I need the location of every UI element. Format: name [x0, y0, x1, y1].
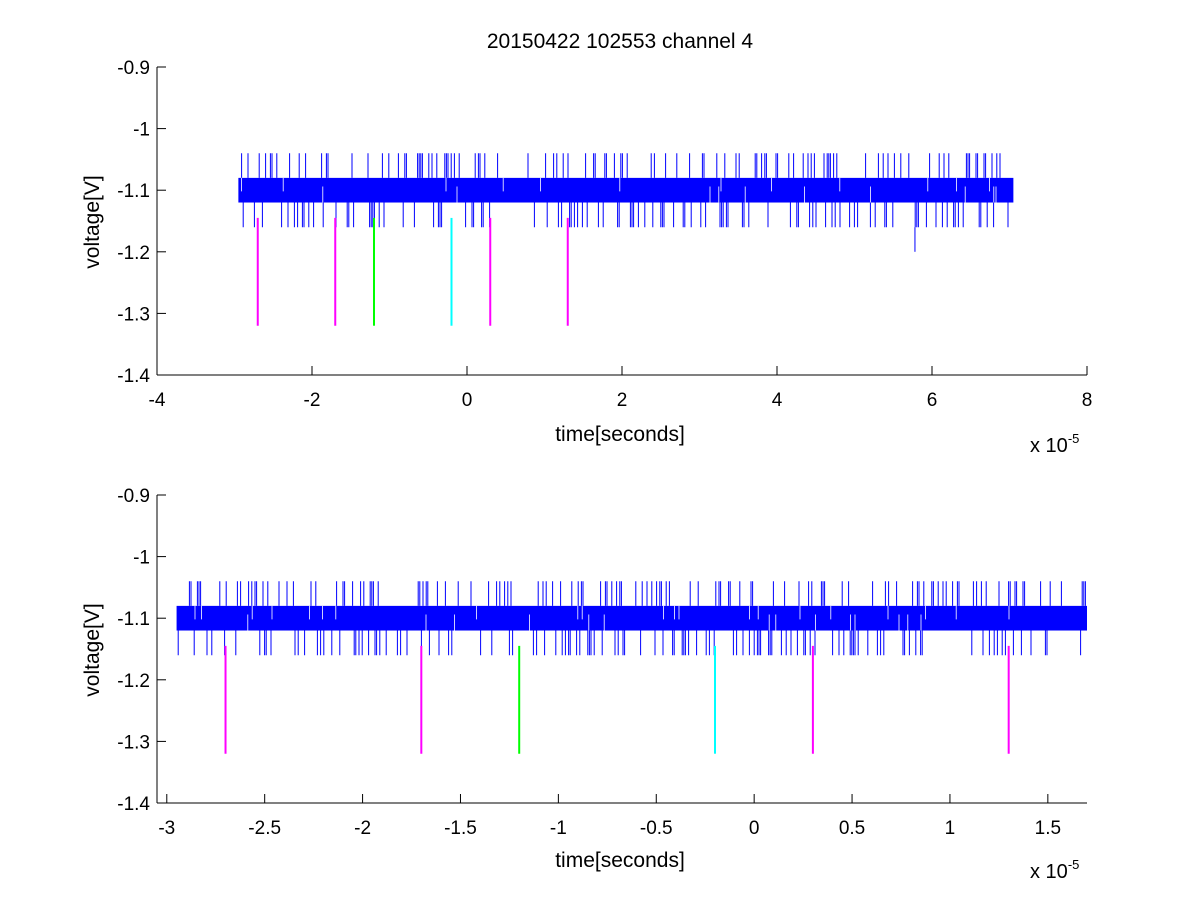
top-x-tick-label: 8 — [1082, 390, 1093, 411]
top-x-axis-label: time[seconds] — [555, 423, 685, 446]
top-x-tick-label: 0 — [462, 390, 473, 411]
bottom-y-tick-label: -1.3 — [117, 732, 150, 753]
top-axes — [156, 66, 1088, 376]
bottom-tick-labels: -1.4 -1.3 -1.2 -1.1 -1 -0.9 -3 -2.5 -2 -1.5 -1 -0.5… — [117, 486, 1061, 839]
top-y-tick-label: -0.9 — [117, 58, 150, 79]
bottom-axes — [156, 494, 1087, 804]
top-y-axis-label: voltage[V] — [81, 175, 104, 268]
top-x-tick-label: 2 — [617, 390, 628, 411]
bottom-x-multiplier-base: x 10 — [1030, 861, 1068, 883]
bottom-y-tick-label: -1.1 — [117, 609, 150, 630]
top-plot: -1.4 -1.3 -1.2 -1.1 -1 -0.9 -4 -2 0 2 4 6 8 time[sec… — [81, 58, 1092, 457]
bottom-x-tick-label: -0.5 — [640, 818, 673, 839]
top-x-multiplier: x 10-5 — [1030, 431, 1079, 457]
top-x-tick-label: -2 — [304, 390, 321, 411]
bottom-signal-trace — [176, 581, 1087, 656]
bottom-y-tick-label: -1 — [133, 548, 150, 569]
bottom-y-axis-label: voltage[V] — [81, 603, 104, 696]
bottom-signal-band — [176, 605, 1087, 631]
bottom-y-tick-label: -1.4 — [117, 794, 150, 815]
bottom-x-tick-label: -2.5 — [248, 818, 281, 839]
top-tick-labels: -1.4 -1.3 -1.2 -1.1 -1 -0.9 -4 -2 0 2 4 6 8 — [117, 58, 1092, 411]
bottom-signal-spikes — [177, 581, 1086, 656]
bottom-event-markers — [224, 645, 1010, 754]
bottom-x-tick-label: 1.5 — [1035, 818, 1061, 839]
bottom-x-tick-label: -3 — [158, 818, 175, 839]
top-x-multiplier-base: x 10 — [1030, 435, 1068, 457]
bottom-x-multiplier: x 10-5 — [1030, 857, 1079, 883]
bottom-plot: -1.4 -1.3 -1.2 -1.1 -1 -0.9 -3 -2.5 -2 -1.5 -1 -0.5… — [81, 486, 1087, 883]
top-event-markers — [256, 217, 569, 326]
top-y-tick-label: -1.4 — [117, 366, 150, 387]
top-y-tick-label: -1.3 — [117, 304, 150, 325]
top-signal-band — [238, 177, 1014, 203]
top-x-tick-label: 6 — [927, 390, 938, 411]
top-x-tick-label: 4 — [772, 390, 783, 411]
bottom-y-tick-label: -0.9 — [117, 486, 150, 507]
bottom-y-tick-label: -1.2 — [117, 671, 150, 692]
bottom-x-tick-label: -2 — [354, 818, 371, 839]
bottom-x-tick-label: 0 — [749, 818, 760, 839]
top-signal-trace — [238, 153, 1014, 252]
bottom-x-axis-label: time[seconds] — [555, 849, 685, 872]
bottom-x-tick-label: -1.5 — [444, 818, 477, 839]
bottom-x-tick-label: -1 — [550, 818, 567, 839]
top-x-multiplier-exponent: -5 — [1068, 431, 1080, 446]
figure-title: 20150422 102553 channel 4 — [487, 30, 754, 53]
bottom-x-multiplier-exponent: -5 — [1068, 857, 1080, 872]
top-y-tick-label: -1.2 — [117, 243, 150, 264]
top-signal-band-texture — [241, 177, 997, 203]
top-y-tick-label: -1 — [133, 120, 150, 141]
bottom-x-tick-label: 1 — [945, 818, 956, 839]
bottom-x-tick-label: 0.5 — [839, 818, 865, 839]
top-y-tick-label: -1.1 — [117, 181, 150, 202]
top-x-tick-label: -4 — [149, 390, 166, 411]
top-signal-spikes — [241, 153, 1009, 228]
bottom-signal-band-texture — [194, 605, 1010, 631]
